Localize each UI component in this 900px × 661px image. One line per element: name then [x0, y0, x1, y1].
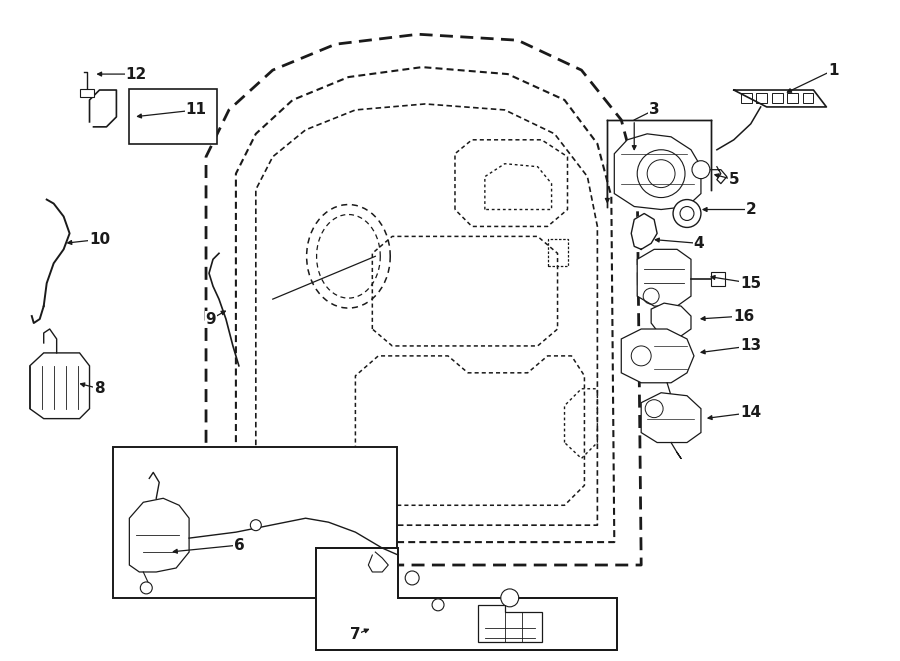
Circle shape	[250, 520, 261, 531]
Text: 16: 16	[734, 309, 754, 324]
Text: 6: 6	[233, 537, 244, 553]
Bar	[79, 89, 94, 97]
Polygon shape	[652, 303, 691, 336]
Text: 13: 13	[740, 338, 761, 354]
Polygon shape	[734, 90, 826, 107]
Polygon shape	[641, 393, 701, 442]
Circle shape	[692, 161, 710, 178]
Bar	[788, 93, 798, 103]
Polygon shape	[478, 605, 542, 642]
Text: 10: 10	[89, 232, 110, 247]
Bar	[803, 93, 814, 103]
Text: 14: 14	[740, 405, 761, 420]
Bar	[771, 93, 783, 103]
Text: 12: 12	[126, 67, 147, 81]
Text: 5: 5	[728, 172, 739, 187]
Polygon shape	[631, 214, 657, 249]
Text: 8: 8	[94, 381, 104, 396]
Text: 15: 15	[740, 276, 761, 291]
Text: 11: 11	[185, 102, 207, 118]
Circle shape	[140, 582, 152, 594]
Polygon shape	[621, 329, 694, 383]
Polygon shape	[637, 249, 691, 306]
Bar	[113, 447, 397, 598]
Polygon shape	[30, 353, 89, 418]
Bar	[130, 89, 217, 144]
Text: 9: 9	[206, 311, 216, 327]
Polygon shape	[615, 134, 701, 210]
Text: 2: 2	[745, 202, 756, 217]
Circle shape	[673, 200, 701, 227]
Text: 1: 1	[828, 63, 839, 77]
Circle shape	[432, 599, 444, 611]
Circle shape	[405, 571, 419, 585]
Circle shape	[500, 589, 518, 607]
Circle shape	[637, 150, 685, 198]
Polygon shape	[130, 498, 189, 572]
Bar	[741, 93, 751, 103]
Text: 4: 4	[694, 236, 705, 251]
Text: 3: 3	[649, 102, 660, 118]
Polygon shape	[316, 548, 617, 650]
Bar	[756, 93, 767, 103]
Bar	[711, 272, 724, 286]
Text: 7: 7	[350, 627, 361, 642]
